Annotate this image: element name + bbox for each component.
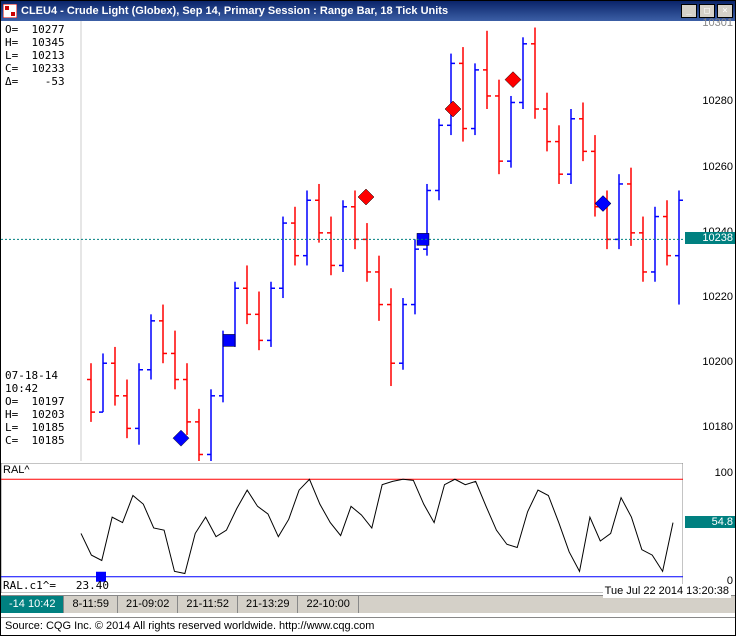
indicator-value-label: RAL.c1^= 23.40 <box>3 579 109 592</box>
indicator-axis: 010054.8 <box>683 463 735 593</box>
time-label[interactable]: 22-10:00 <box>298 596 358 613</box>
h-value: 10345 <box>32 36 65 49</box>
window-title: CLEU4 - Crude Light (Globex), Sep 14, Pr… <box>21 5 681 17</box>
time-label[interactable]: -14 10:42 <box>1 596 64 613</box>
indicator-chart[interactable]: RAL^ RAL.c1^= 23.40 <box>1 463 683 593</box>
time-label[interactable]: 8-11:59 <box>64 596 118 613</box>
app-icon <box>3 4 17 18</box>
titlebar[interactable]: CLEU4 - Crude Light (Globex), Sep 14, Pr… <box>1 1 735 21</box>
chart-window: CLEU4 - Crude Light (Globex), Sep 14, Pr… <box>0 0 736 636</box>
time-label[interactable]: 21-13:29 <box>238 596 298 613</box>
maximize-button[interactable]: □ <box>699 4 715 18</box>
price-axis: 1018010200102201024010260102801030110238 <box>683 21 735 461</box>
o-value: 10277 <box>32 23 65 36</box>
c-label: C= <box>5 62 18 75</box>
minimize-button[interactable]: _ <box>681 4 697 18</box>
c-value: 10233 <box>32 62 65 75</box>
crosshair-readout: 07-18-14 10:42 O= 10197 H= 10203 L= 1018… <box>5 369 65 447</box>
timestamp: Tue Jul 22 2014 13:20:38 <box>603 584 731 598</box>
footer-text: Source: CQG Inc. © 2014 All rights reser… <box>5 620 374 632</box>
o-label: O= <box>5 23 18 36</box>
footer: Source: CQG Inc. © 2014 All rights reser… <box>1 617 735 635</box>
price-chart[interactable]: O= 10277 H= 10345 L= 10213 C= 10233 Δ= -… <box>1 21 683 461</box>
time-label[interactable]: 21-11:52 <box>178 596 238 613</box>
ohlc-readout: O= 10277 H= 10345 L= 10213 C= 10233 Δ= -… <box>5 23 65 88</box>
d-label: Δ= <box>5 75 18 88</box>
status-time: 10:42 <box>5 382 65 395</box>
h-label: H= <box>5 36 18 49</box>
l-value: 10213 <box>32 49 65 62</box>
chart-content[interactable]: O= 10277 H= 10345 L= 10213 C= 10233 Δ= -… <box>1 21 735 617</box>
l-label: L= <box>5 49 18 62</box>
d-value: -53 <box>45 75 65 88</box>
status-date: 07-18-14 <box>5 369 65 382</box>
close-button[interactable]: × <box>717 4 733 18</box>
window-buttons: _ □ × <box>681 4 733 18</box>
time-label[interactable]: 21-09:02 <box>118 596 178 613</box>
indicator-label: RAL^ <box>3 464 30 476</box>
